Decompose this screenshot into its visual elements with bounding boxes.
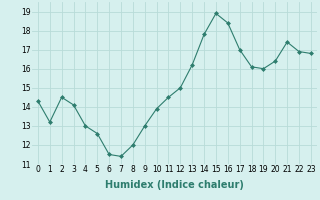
X-axis label: Humidex (Indice chaleur): Humidex (Indice chaleur) — [105, 180, 244, 190]
